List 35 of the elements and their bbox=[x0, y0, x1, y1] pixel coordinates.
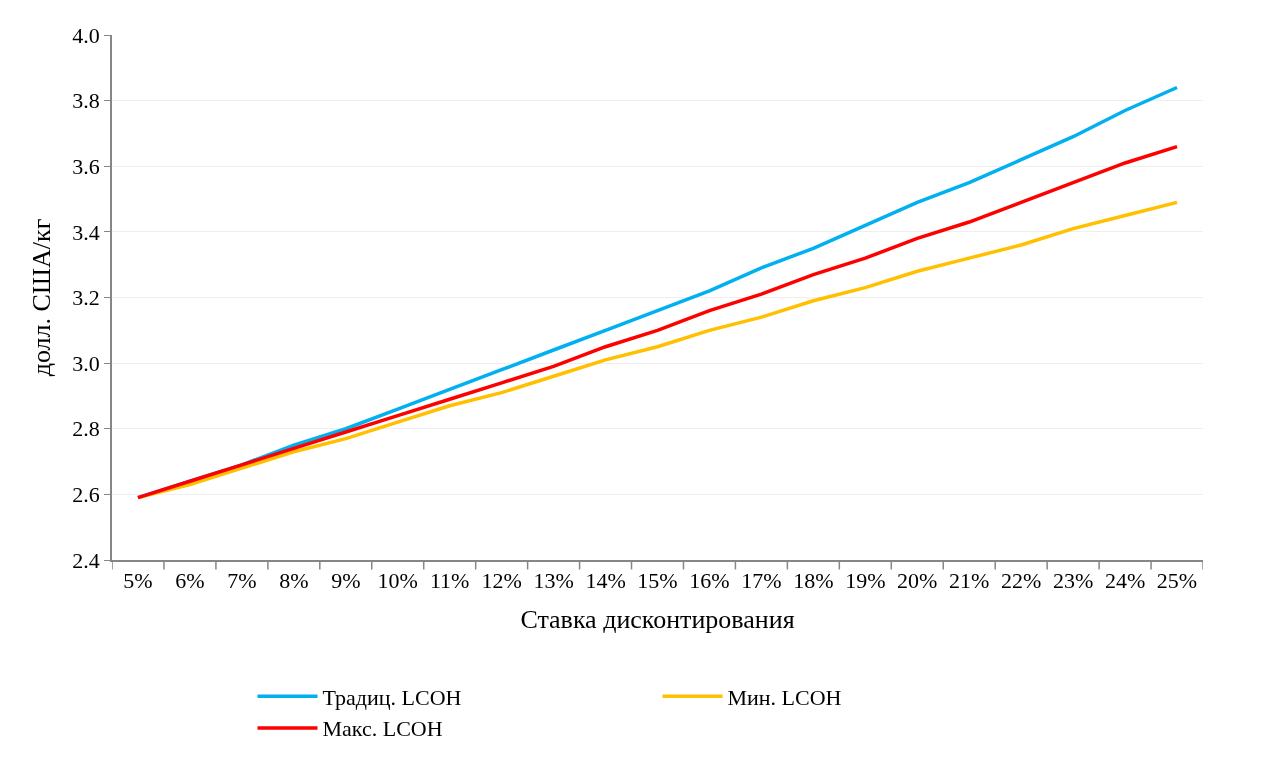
x-tick-label: 17% bbox=[741, 568, 782, 594]
x-tick-label: 23% bbox=[1052, 568, 1094, 594]
y-tick-label: 2.4 bbox=[72, 547, 100, 573]
x-tick-label: 6% bbox=[175, 568, 205, 594]
y-tick-label: 3.4 bbox=[72, 219, 100, 245]
x-tick-label: 11% bbox=[429, 568, 470, 594]
x-tick-label: 10% bbox=[377, 568, 418, 594]
legend-label: Макс. LCOH bbox=[322, 716, 443, 742]
legend-label: Традиц. LCOH bbox=[322, 684, 462, 710]
x-tick-label: 5% bbox=[123, 568, 153, 594]
x-tick-label: 12% bbox=[481, 568, 522, 594]
x-tick-label: 19% bbox=[845, 568, 886, 594]
x-tick-label: 13% bbox=[533, 568, 574, 594]
x-tick-label: 25% bbox=[1156, 568, 1198, 594]
x-tick-label: 16% bbox=[689, 568, 730, 594]
x-axis-title: Ставка дисконтирования bbox=[520, 605, 795, 635]
x-tick-label: 22% bbox=[1001, 568, 1042, 594]
x-tick-label: 21% bbox=[949, 568, 990, 594]
x-tick-label: 20% bbox=[897, 568, 938, 594]
x-tick-label: 8% bbox=[279, 568, 309, 594]
x-tick-label: 9% bbox=[331, 568, 361, 594]
y-tick-label: 3.6 bbox=[72, 153, 100, 179]
y-tick-label: 4.0 bbox=[72, 22, 100, 48]
legend-label: Мин. LCOH bbox=[727, 684, 842, 710]
x-tick-label: 18% bbox=[793, 568, 834, 594]
y-tick-label: 2.6 bbox=[72, 482, 100, 508]
y-tick-label: 3.8 bbox=[72, 88, 100, 114]
x-tick-label: 14% bbox=[585, 568, 626, 594]
y-tick-label: 3.0 bbox=[72, 350, 100, 376]
x-tick-label: 15% bbox=[637, 568, 678, 594]
y-tick-label: 2.8 bbox=[72, 416, 100, 442]
x-tick-label: 24% bbox=[1104, 568, 1146, 594]
y-tick-label: 3.2 bbox=[72, 285, 100, 311]
x-tick-label: 7% bbox=[227, 568, 257, 594]
y-axis-title: долл. США/кг bbox=[27, 218, 57, 377]
